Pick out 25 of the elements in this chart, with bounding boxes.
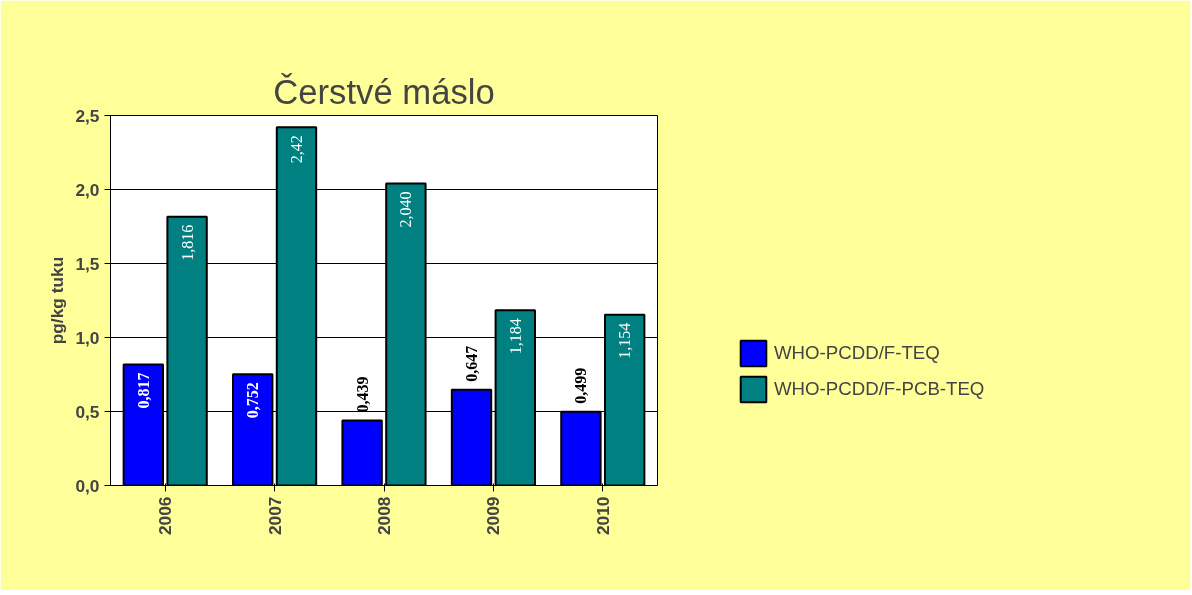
x-tick-label: 2006 [155,496,176,536]
x-tick-label: 2010 [592,496,613,536]
x-tick-label: 2008 [374,496,394,536]
data-label: 0,647 [463,345,481,382]
data-label: 2,040 [397,191,415,228]
y-axis-title: pg/kg tuku [47,256,68,345]
data-label: 0,817 [134,372,152,409]
y-tick-label: 2,5 [75,105,100,126]
data-label: 1,816 [178,224,196,261]
data-label: 0,752 [244,382,262,419]
data-label: 0,499 [572,367,590,404]
data-label: 1,184 [506,318,524,355]
chart-title: Čerstvé máslo [273,72,495,111]
y-tick-label: 0,5 [75,401,100,422]
data-label: 2,42 [287,135,305,164]
data-label: 1,154 [616,322,634,359]
y-tick-label: 0,0 [75,475,100,496]
y-tick-label: 1,5 [75,253,100,274]
x-tick-label: 2009 [483,496,504,536]
x-tick-label: 2007 [264,496,285,536]
legend-label: WHO-PCDD/F-PCB-TEQ [774,378,985,400]
legend-label: WHO-PCDD/F-TEQ [774,342,940,364]
y-tick-label: 1,0 [75,327,100,348]
y-tick-label: 2,0 [75,179,100,200]
data-label: 0,439 [353,376,371,413]
